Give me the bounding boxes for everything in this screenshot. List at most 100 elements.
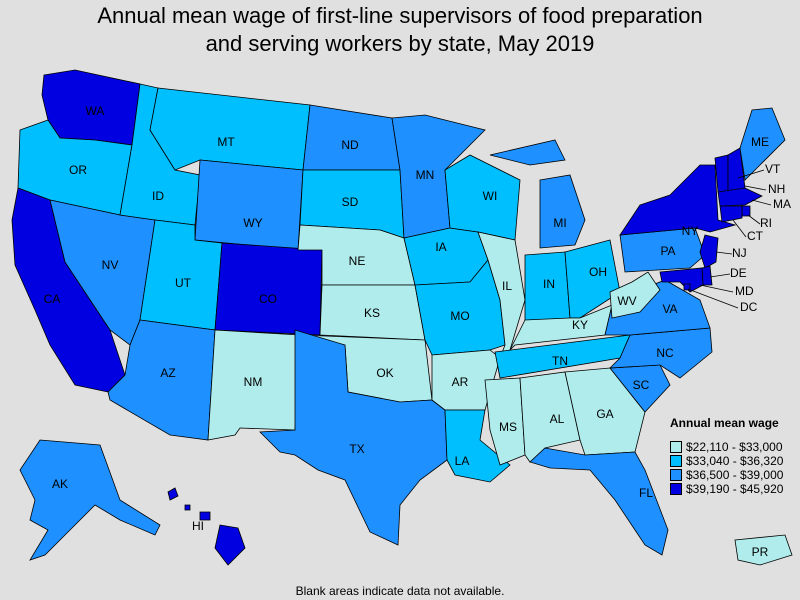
map-title-line1: Annual mean wage of first-line superviso… <box>97 3 703 28</box>
state-label-wa: WA <box>86 104 105 118</box>
legend-swatch <box>670 455 682 467</box>
state-label-ny: NY <box>682 224 699 238</box>
state-label-nh: NH <box>768 182 785 196</box>
legend-swatch <box>670 483 682 495</box>
state-wy[interactable] <box>194 159 304 251</box>
leader-line-vt <box>737 169 765 179</box>
state-label-in: IN <box>543 277 555 291</box>
leader-line-dc <box>687 288 739 309</box>
state-label-nj: NJ <box>732 246 747 260</box>
state-ct[interactable] <box>719 205 743 223</box>
state-md[interactable] <box>659 267 704 293</box>
state-label-or: OR <box>69 163 87 177</box>
state-label-wi: WI <box>483 189 498 203</box>
state-mi[interactable] <box>489 139 586 249</box>
state-label-az: AZ <box>160 366 175 380</box>
state-label-fl: FL <box>639 486 653 500</box>
leader-line-nh <box>744 185 767 191</box>
map-title-line2: and serving workers by state, May 2019 <box>205 31 595 56</box>
state-nj[interactable] <box>699 234 719 269</box>
state-label-ri: RI <box>760 216 772 230</box>
state-label-sd: SD <box>342 195 359 209</box>
state-label-ks: KS <box>364 306 380 320</box>
legend-item: $36,500 - $39,000 <box>670 468 800 482</box>
state-label-me: ME <box>751 135 769 149</box>
map-title: Annual mean wage of first-line superviso… <box>0 2 800 58</box>
state-label-de: DE <box>730 266 747 280</box>
legend-swatch <box>670 469 682 481</box>
state-label-mi: MI <box>553 216 566 230</box>
state-label-ne: NE <box>349 254 366 268</box>
state-label-wv: WV <box>617 294 636 308</box>
state-label-oh: OH <box>589 265 607 279</box>
state-hi[interactable] <box>167 487 246 566</box>
leader-line-ri <box>747 214 761 225</box>
leader-line-md <box>699 284 734 293</box>
legend-item: $22,110 - $33,000 <box>670 440 800 454</box>
state-label-ca: CA <box>44 292 61 306</box>
state-ri[interactable] <box>741 205 751 217</box>
state-ma[interactable] <box>717 187 763 207</box>
state-label-nc: NC <box>656 346 674 360</box>
state-vt[interactable] <box>714 154 729 193</box>
state-label-ut: UT <box>175 276 192 290</box>
state-wv[interactable] <box>609 271 661 319</box>
leader-line-nj <box>715 251 733 255</box>
state-ak[interactable] <box>19 439 161 561</box>
state-label-ct: CT <box>747 229 764 243</box>
state-label-la: LA <box>455 454 470 468</box>
state-me[interactable] <box>739 107 786 181</box>
legend-title: Annual mean wage <box>670 416 779 430</box>
leader-line-ct <box>732 219 747 238</box>
state-label-wy: WY <box>243 216 262 230</box>
state-label-ia: IA <box>435 240 446 254</box>
state-label-pr: PR <box>752 545 769 559</box>
state-label-co: CO <box>259 292 277 306</box>
legend-item: $33,040 - $36,320 <box>670 454 800 468</box>
state-label-ak: AK <box>52 477 68 491</box>
state-label-ar: AR <box>452 375 469 389</box>
state-label-nv: NV <box>102 258 119 272</box>
state-oh[interactable] <box>564 239 621 319</box>
state-label-hi: HI <box>192 519 204 533</box>
state-label-vt: VT <box>765 162 781 176</box>
state-label-va: VA <box>662 302 677 316</box>
state-mt[interactable] <box>149 87 311 171</box>
leader-line-de <box>709 273 731 278</box>
state-label-tn: TN <box>552 354 568 368</box>
state-fl[interactable] <box>529 447 669 556</box>
state-label-mt: MT <box>217 135 235 149</box>
legend-label: $33,040 - $36,320 <box>686 454 784 468</box>
state-label-id: ID <box>152 189 164 203</box>
legend-swatch <box>670 441 682 453</box>
state-label-ms: MS <box>499 420 517 434</box>
state-label-il: IL <box>502 279 512 293</box>
state-tx[interactable] <box>259 329 448 546</box>
state-label-tx: TX <box>349 442 364 456</box>
state-pr[interactable] <box>734 534 793 566</box>
state-label-ga: GA <box>596 407 613 421</box>
state-label-nm: NM <box>244 375 263 389</box>
state-label-nd: ND <box>341 138 359 152</box>
state-label-pa: PA <box>660 244 675 258</box>
state-ky[interactable] <box>509 304 613 351</box>
state-label-md: MD <box>735 284 754 298</box>
state-label-al: AL <box>550 412 565 426</box>
map-legend: Annual mean wage $22,110 - $33,000 $33,04… <box>670 416 800 496</box>
state-ny[interactable] <box>619 164 737 236</box>
state-label-ma: MA <box>773 197 791 211</box>
state-la[interactable] <box>444 409 511 483</box>
state-label-sc: SC <box>633 378 650 392</box>
state-label-dc: DC <box>740 300 758 314</box>
legend-item: $39,190 - $45,920 <box>670 482 800 496</box>
legend-label: $39,190 - $45,920 <box>686 482 784 496</box>
state-label-ok: OK <box>376 366 393 380</box>
state-label-mn: MN <box>416 168 435 182</box>
state-co[interactable] <box>214 242 323 336</box>
state-label-mo: MO <box>450 309 469 323</box>
legend-label: $22,110 - $33,000 <box>686 440 783 454</box>
state-de[interactable] <box>701 265 713 286</box>
state-ms[interactable] <box>484 377 526 466</box>
legend-label: $36,500 - $39,000 <box>686 468 784 482</box>
